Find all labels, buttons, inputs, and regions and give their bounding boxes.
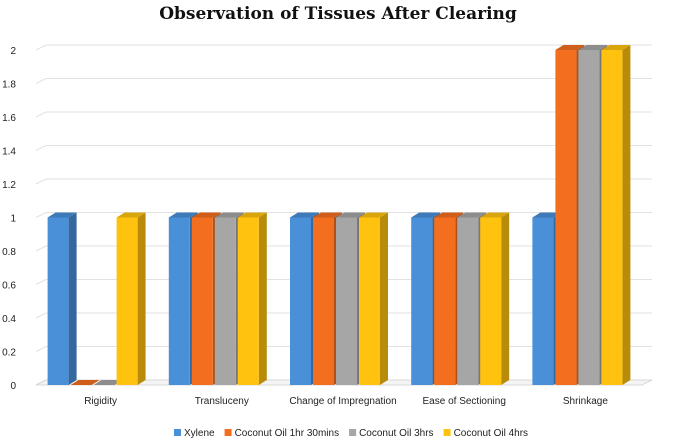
bar <box>601 50 623 385</box>
bar <box>578 50 600 385</box>
y-tick-label: 0 <box>10 381 16 392</box>
bar <box>290 217 311 385</box>
bar <box>555 50 577 385</box>
y-tick-label: 1.6 <box>2 113 16 124</box>
bar-top <box>601 45 631 50</box>
legend-swatch <box>443 429 451 436</box>
gridline-depth <box>35 346 47 352</box>
legend-swatch <box>174 429 181 436</box>
bar <box>191 217 213 385</box>
bar-side <box>258 212 267 385</box>
bar-top <box>214 212 244 218</box>
y-tick-label: 1.4 <box>2 147 16 158</box>
bar <box>480 217 502 385</box>
gridline-depth <box>35 212 47 218</box>
gridline-depth <box>35 178 47 185</box>
y-tick-label: 1 <box>10 214 16 225</box>
gridline-depth <box>35 245 47 252</box>
bar-top <box>555 45 585 50</box>
gridline-depth <box>35 44 47 51</box>
gridline-depth <box>35 279 47 285</box>
bar-top <box>116 212 146 218</box>
x-tick-label: Rigidity <box>84 396 117 407</box>
bar-side <box>137 212 146 385</box>
bar <box>359 217 380 385</box>
bar-top <box>313 212 342 218</box>
bar-top <box>532 212 562 218</box>
y-tick-label: 0.6 <box>2 281 16 292</box>
y-tick-label: 0.4 <box>2 314 16 325</box>
bar-side <box>68 212 77 385</box>
legend-label: Coconut Oil 3hrs <box>359 428 433 439</box>
bar-top <box>480 212 510 218</box>
bar-side <box>380 212 388 385</box>
bar <box>336 217 357 385</box>
y-tick-label: 2 <box>10 46 16 57</box>
bar <box>411 217 433 385</box>
bar <box>116 217 138 385</box>
bar-top <box>70 380 100 385</box>
bar-top <box>290 212 319 218</box>
gridline-depth <box>35 78 47 84</box>
legend-label: Xylene <box>184 428 215 439</box>
bar <box>313 217 334 385</box>
gridline-depth <box>35 312 47 319</box>
legend-label: Coconut Oil 1hr 30mins <box>235 428 340 439</box>
bar-top <box>237 212 267 218</box>
y-tick-label: 1.8 <box>2 80 16 91</box>
bar-top <box>336 212 365 218</box>
legend-swatch <box>224 429 232 436</box>
bar-top <box>47 212 77 218</box>
y-tick-label: 0.2 <box>2 348 16 359</box>
bar-side <box>622 45 631 385</box>
bar-top <box>168 212 198 218</box>
x-tick-label: Change of Impregnation <box>289 396 396 407</box>
bar <box>237 217 259 385</box>
bar-top <box>191 212 221 218</box>
bar-top <box>434 212 464 218</box>
x-tick-label: Ease of Sectioning <box>423 396 506 407</box>
bar-top <box>359 212 388 218</box>
x-tick-label: Transluceny <box>195 396 249 407</box>
legend-swatch <box>349 429 357 436</box>
chart-title: Observation of Tissues After Clearing <box>159 4 517 24</box>
bar <box>457 217 479 385</box>
bar <box>532 217 554 385</box>
bar <box>434 217 456 385</box>
legend-label: Coconut Oil 4hrs <box>454 428 528 439</box>
x-tick-label: Shrinkage <box>563 396 608 407</box>
bar-side <box>501 212 510 385</box>
bar <box>168 217 190 385</box>
y-tick-label: 1.2 <box>2 180 16 191</box>
bar-top <box>411 212 441 218</box>
y-tick-label: 0.8 <box>2 247 16 258</box>
gridline-depth <box>35 145 47 151</box>
bar-top <box>93 380 123 385</box>
bar-top <box>457 212 487 218</box>
bar <box>214 217 236 385</box>
bar <box>47 217 69 385</box>
gridline-depth <box>35 111 47 118</box>
bar-top <box>578 45 608 50</box>
